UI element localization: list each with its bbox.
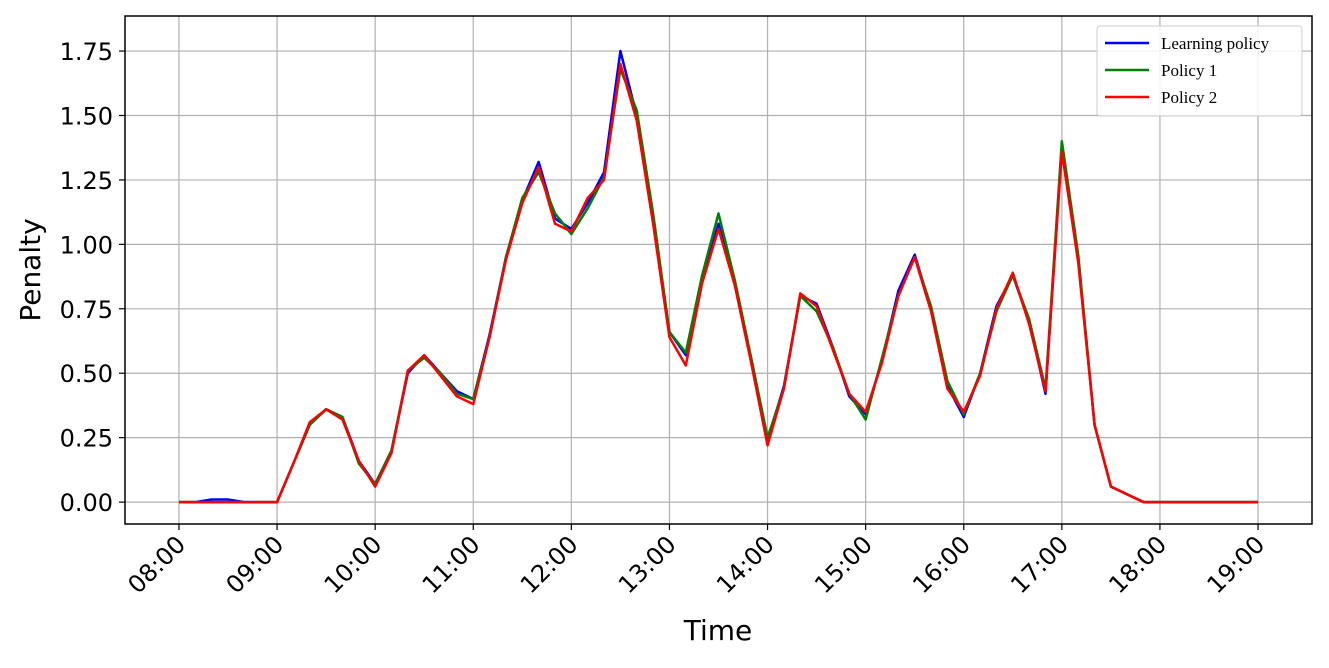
y-tick-label: 1.25 — [60, 167, 113, 195]
legend-box — [1096, 25, 1303, 117]
x-tick-label: 11:00 — [417, 530, 486, 599]
x-tick-label: 16:00 — [907, 530, 976, 599]
legend: Learning policy Policy 1 Policy 2 — [1096, 25, 1303, 117]
x-tick-label: 15:00 — [809, 530, 878, 599]
x-tick-label: 10:00 — [319, 530, 388, 599]
plot-frame — [124, 15, 1313, 525]
x-tick-label: 19:00 — [1202, 530, 1271, 599]
y-tick-label: 0.25 — [60, 425, 113, 453]
x-tick-label: 18:00 — [1103, 530, 1172, 599]
x-tick-label: 08:00 — [122, 530, 191, 599]
y-tick-label: 1.00 — [60, 231, 113, 259]
y-tick-label: 0.50 — [60, 360, 113, 388]
x-tick-label: 14:00 — [711, 530, 780, 599]
y-tick-label: 0.00 — [60, 489, 113, 517]
x-tick-label: 17:00 — [1005, 530, 1074, 599]
x-tick-label: 12:00 — [515, 530, 584, 599]
x-tick-label: 13:00 — [613, 530, 682, 599]
grid — [125, 16, 1312, 524]
x-axis-label: Time — [683, 614, 753, 647]
y-tick-label: 1.50 — [60, 102, 113, 130]
y-tick-label: 1.75 — [60, 38, 113, 66]
legend-label: Learning policy — [1161, 34, 1270, 53]
x-tick-label: 09:00 — [221, 530, 290, 599]
y-axis-label: Penalty — [14, 218, 47, 321]
series-line — [178, 62, 1259, 504]
y-tick-label: 0.75 — [60, 296, 113, 324]
ticks: 0.00 0.25 0.50 0.75 1.00 1.25 1.50 1.75 08:00 09:… — [60, 38, 1271, 599]
lines — [178, 49, 1259, 504]
legend-label: Policy 2 — [1161, 88, 1217, 107]
legend-label: Policy 1 — [1161, 61, 1217, 80]
